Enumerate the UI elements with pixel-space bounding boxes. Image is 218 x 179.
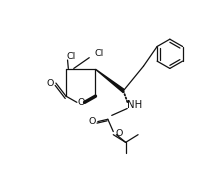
Text: O: O (47, 79, 54, 88)
Polygon shape (95, 69, 123, 93)
Text: NH: NH (127, 100, 142, 110)
Text: O: O (89, 117, 96, 126)
Text: Cl: Cl (67, 52, 76, 61)
Text: O: O (116, 129, 123, 138)
Text: Cl: Cl (95, 49, 104, 58)
Text: O: O (77, 98, 84, 107)
